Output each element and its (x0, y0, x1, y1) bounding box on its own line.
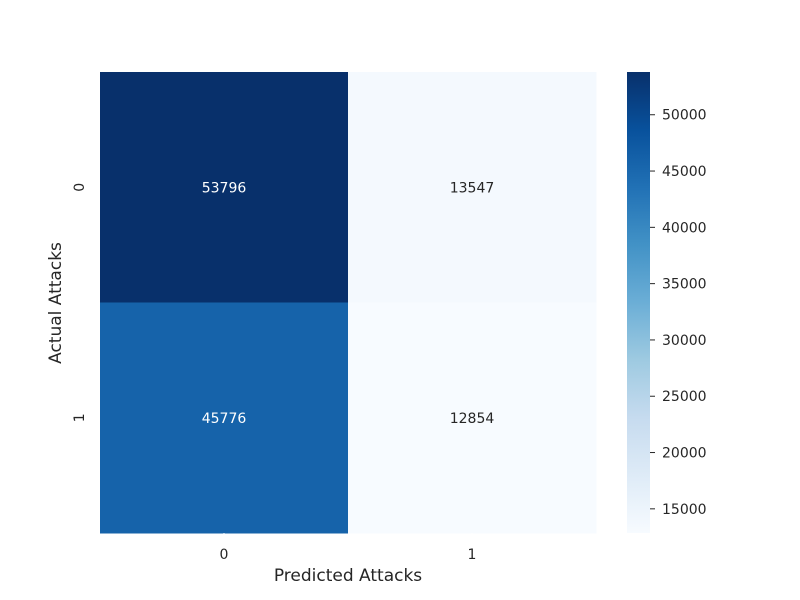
colorbar-ticks: 15000 20000 25000 30000 35000 40000 45000 50000 (650, 108, 707, 518)
colorbar-tick-label-4: 35000 (662, 277, 707, 293)
cell-value-label-0-1: 13547 (450, 180, 495, 196)
colorbar-tick-label-5: 40000 (662, 220, 707, 236)
colorbar-tick-label-7: 50000 (662, 108, 707, 124)
y-tick-label-0: 0 (72, 183, 88, 192)
colorbar-tick-label-2: 25000 (662, 389, 707, 405)
heatmap-cell-1-0 (100, 302, 349, 534)
heatmap-cell-0-0 (100, 72, 349, 303)
heatmap-cells: 53796 13547 45776 12854 (100, 72, 597, 534)
cell-value-label-1-1: 12854 (450, 411, 495, 427)
y-axis-label: Actual Attacks (46, 242, 66, 364)
x-tick-label-0: 0 (220, 547, 229, 563)
colorbar-tick-label-0: 15000 (662, 502, 707, 518)
colorbar-tick-label-3: 30000 (662, 333, 707, 349)
heatmap-cell-0-1 (348, 72, 597, 303)
x-tick-label-1: 1 (468, 547, 477, 563)
y-axis-ticks: 01 (72, 183, 88, 422)
cell-value-label-0-0: 53796 (202, 180, 247, 196)
colorbar-tick-label-1: 20000 (662, 446, 707, 462)
heatmap-cell-1-1 (348, 302, 597, 534)
colorbar-tick-label-6: 45000 (662, 164, 707, 180)
x-axis-label: Predicted Attacks (274, 566, 422, 586)
y-tick-label-1: 1 (72, 413, 88, 422)
colorbar (627, 72, 650, 533)
cell-value-label-1-0: 45776 (202, 411, 247, 427)
